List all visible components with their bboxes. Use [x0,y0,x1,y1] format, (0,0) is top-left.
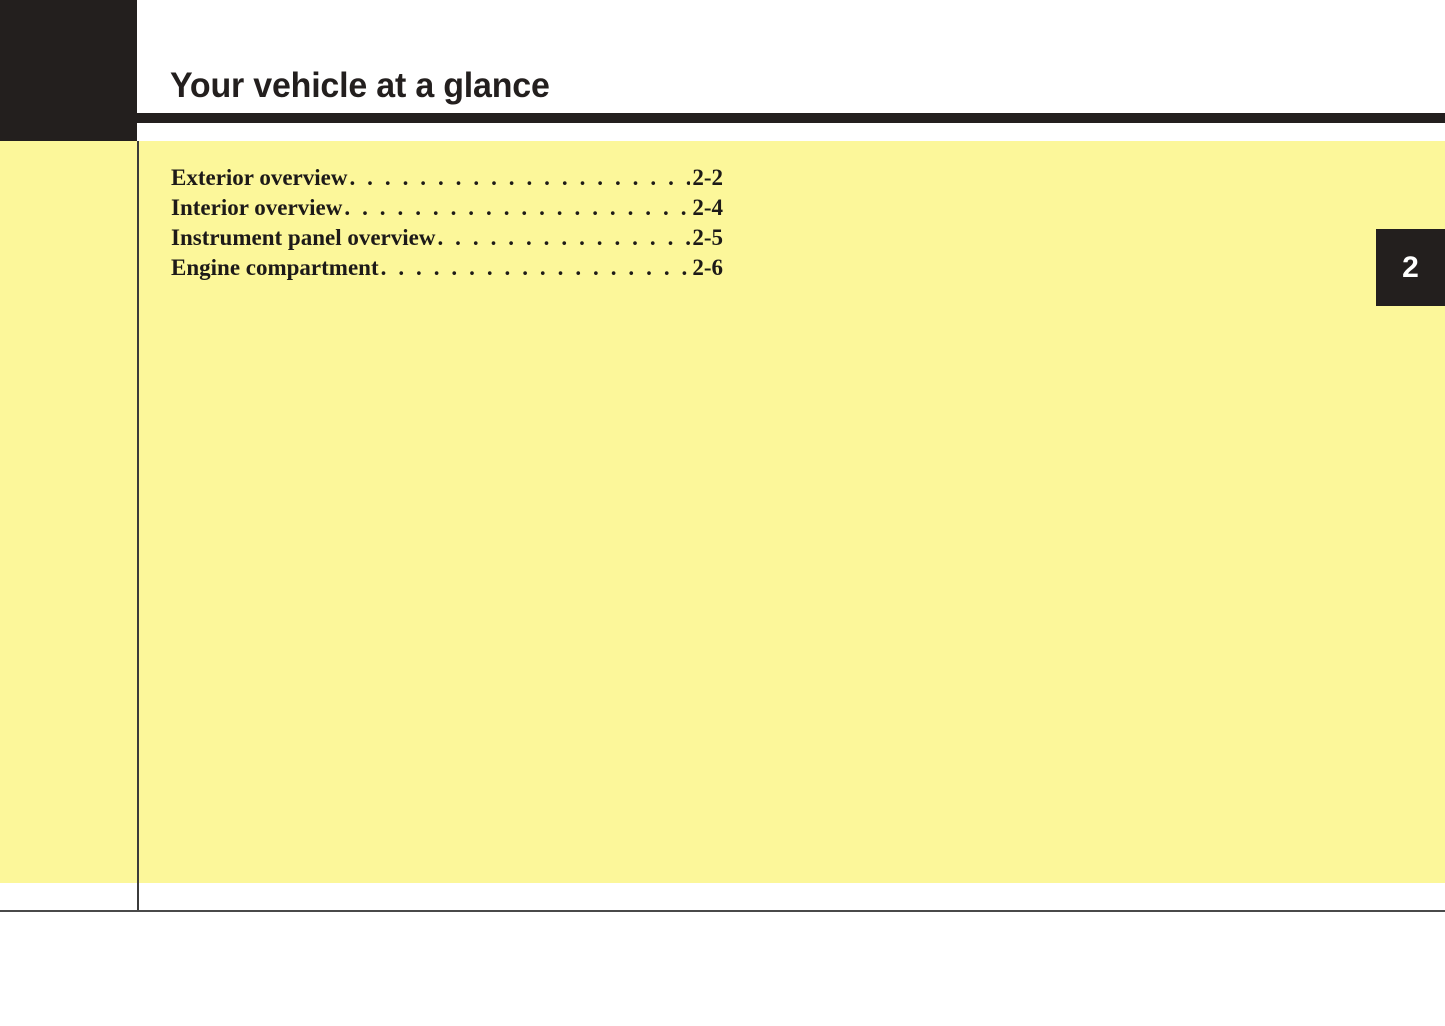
toc-entry[interactable]: Interior overview . . . . . . . . . . . … [171,193,723,223]
toc-entry[interactable]: Instrument panel overview . . . . . . . … [171,223,723,253]
toc-entry-page: 2-5 [692,225,723,250]
toc-entry-label: Exterior overview [171,165,348,190]
toc-entry[interactable]: Exterior overview . . . . . . . . . . . … [171,163,723,193]
toc-entry-label: Instrument panel overview [171,225,436,250]
content-panel [138,141,1445,883]
toc-entry-page: 2-4 [692,195,723,220]
toc-dot-leader: . . . . . . . . . . . . . . . . . . . . … [380,255,691,280]
toc-dot-leader: . . . . . . . . . . . . . . . . . . . . … [344,195,690,220]
title-underline-rule [137,113,1445,123]
footer-rule [0,910,1445,912]
toc-entry-page: 2-6 [692,255,723,280]
header-corner-block [0,0,137,141]
chapter-number-tab: 2 [1376,229,1445,306]
page-title: Your vehicle at a glance [170,66,550,105]
toc-entry-label: Engine compartment [171,255,379,280]
toc-entry-label: Interior overview [171,195,343,220]
vertical-divider [137,141,139,912]
toc-dot-leader: . . . . . . . . . . . . . . . . . . . . … [349,165,690,190]
toc-dot-leader: . . . . . . . . . . . . . . . . . . . . … [437,225,690,250]
left-margin-strip [0,141,137,883]
toc-entry-page: 2-2 [692,165,723,190]
toc-entry[interactable]: Engine compartment . . . . . . . . . . .… [171,253,723,283]
table-of-contents: Exterior overview . . . . . . . . . . . … [171,163,723,283]
